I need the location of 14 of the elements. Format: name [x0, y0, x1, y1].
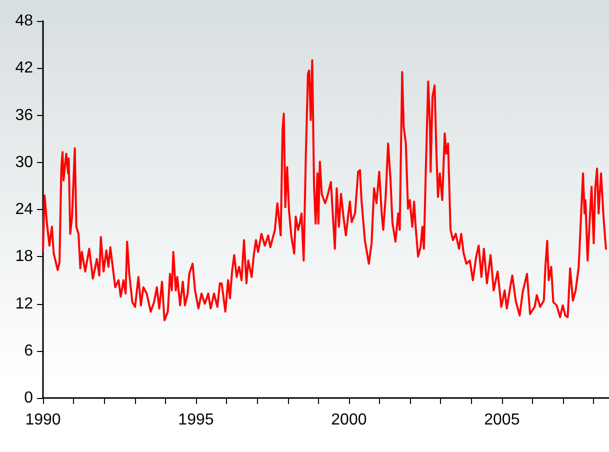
y-tick-label: 30: [15, 154, 34, 171]
y-tick-label: 42: [15, 60, 34, 77]
x-tick-label: 1995: [178, 412, 214, 428]
x-tick-label: 1990: [25, 412, 61, 428]
y-tick-label: 0: [24, 390, 34, 406]
x-tick-label: 2005: [484, 412, 520, 428]
y-tick-label: 48: [15, 12, 34, 30]
y-tick-label: 36: [15, 106, 34, 124]
y-tick-label: 12: [15, 295, 34, 312]
line-series: [42, 59, 607, 322]
y-tick-label: 6: [24, 342, 34, 360]
y-tick-label: 18: [15, 248, 34, 266]
y-tick-label: 24: [15, 201, 34, 218]
x-tick-label: 2000: [331, 412, 367, 428]
